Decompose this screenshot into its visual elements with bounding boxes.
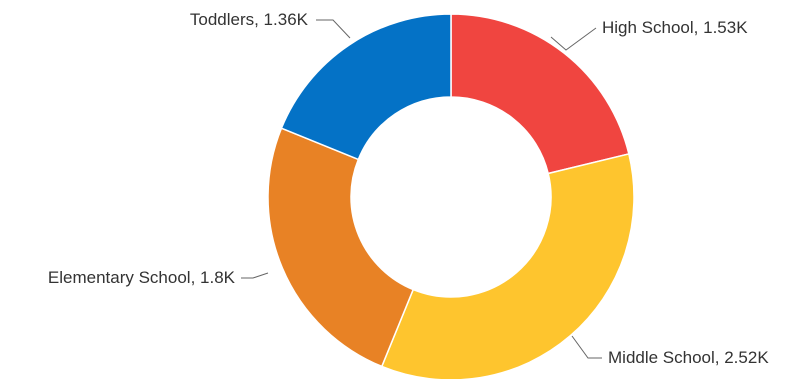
slice-label-elementary-school: Elementary School, 1.8K (48, 268, 236, 287)
slice-label-middle-school: Middle School, 2.52K (608, 348, 769, 367)
leader-line-high-school (550, 27, 597, 51)
donut-slices (267, 13, 635, 379)
slice-label-high-school: High School, 1.53K (602, 18, 748, 37)
slice-toddlers[interactable] (280, 13, 452, 161)
slice-high-school[interactable] (450, 13, 630, 175)
slice-label-toddlers: Toddlers, 1.36K (190, 10, 309, 29)
slice-elementary-school[interactable] (267, 127, 415, 368)
leader-line-elementary-school (241, 272, 269, 279)
leader-line-middle-school (571, 335, 602, 359)
leader-line-toddlers (316, 19, 351, 39)
slice-labels: High School, 1.53K Middle School, 2.52K … (48, 10, 769, 367)
leader-lines (241, 19, 602, 359)
slice-middle-school[interactable] (380, 153, 635, 379)
